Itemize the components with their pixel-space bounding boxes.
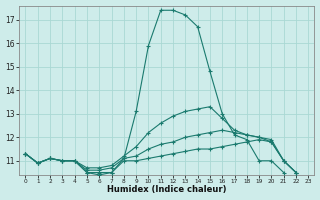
X-axis label: Humidex (Indice chaleur): Humidex (Indice chaleur) <box>107 185 227 194</box>
